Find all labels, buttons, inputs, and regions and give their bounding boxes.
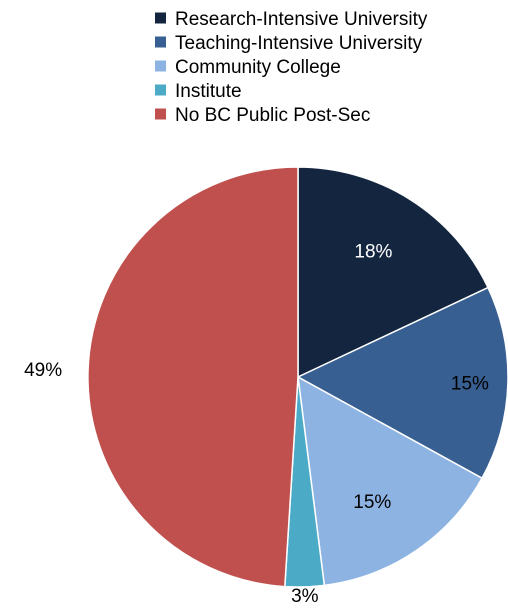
pie-slices [87, 166, 508, 588]
legend-swatch-community-college [155, 60, 166, 72]
legend-swatch-teaching-intensive-university [155, 36, 166, 48]
data-labels: 18% 15% 15% 3% 49% [24, 241, 489, 607]
data-label-community-college: 15% [353, 492, 391, 513]
legend: Research-Intensive University Teaching-In… [155, 9, 428, 126]
slice-research-intensive-university [297, 166, 490, 379]
legend-label-institute: Institute [175, 81, 242, 102]
legend-swatch-no-bc-public-post-sec [155, 108, 166, 120]
data-label-no-bc-public-post-sec: 49% [24, 360, 62, 381]
data-label-institute: 3% [291, 586, 319, 607]
slice-no-bc-public-post-sec [87, 166, 299, 588]
legend-swatch-institute [155, 84, 166, 96]
legend-label-no-bc-public-post-sec: No BC Public Post-Sec [175, 105, 370, 126]
legend-label-community-college: Community College [175, 57, 341, 78]
data-label-teaching-intensive-university: 15% [451, 373, 489, 394]
legend-swatch-research-intensive-university [155, 12, 166, 24]
legend-label-research-intensive-university: Research-Intensive University [175, 9, 428, 30]
slice-community-college [297, 375, 484, 587]
legend-label-teaching-intensive-university: Teaching-Intensive University [175, 33, 423, 54]
data-label-research-intensive-university: 18% [354, 241, 392, 262]
